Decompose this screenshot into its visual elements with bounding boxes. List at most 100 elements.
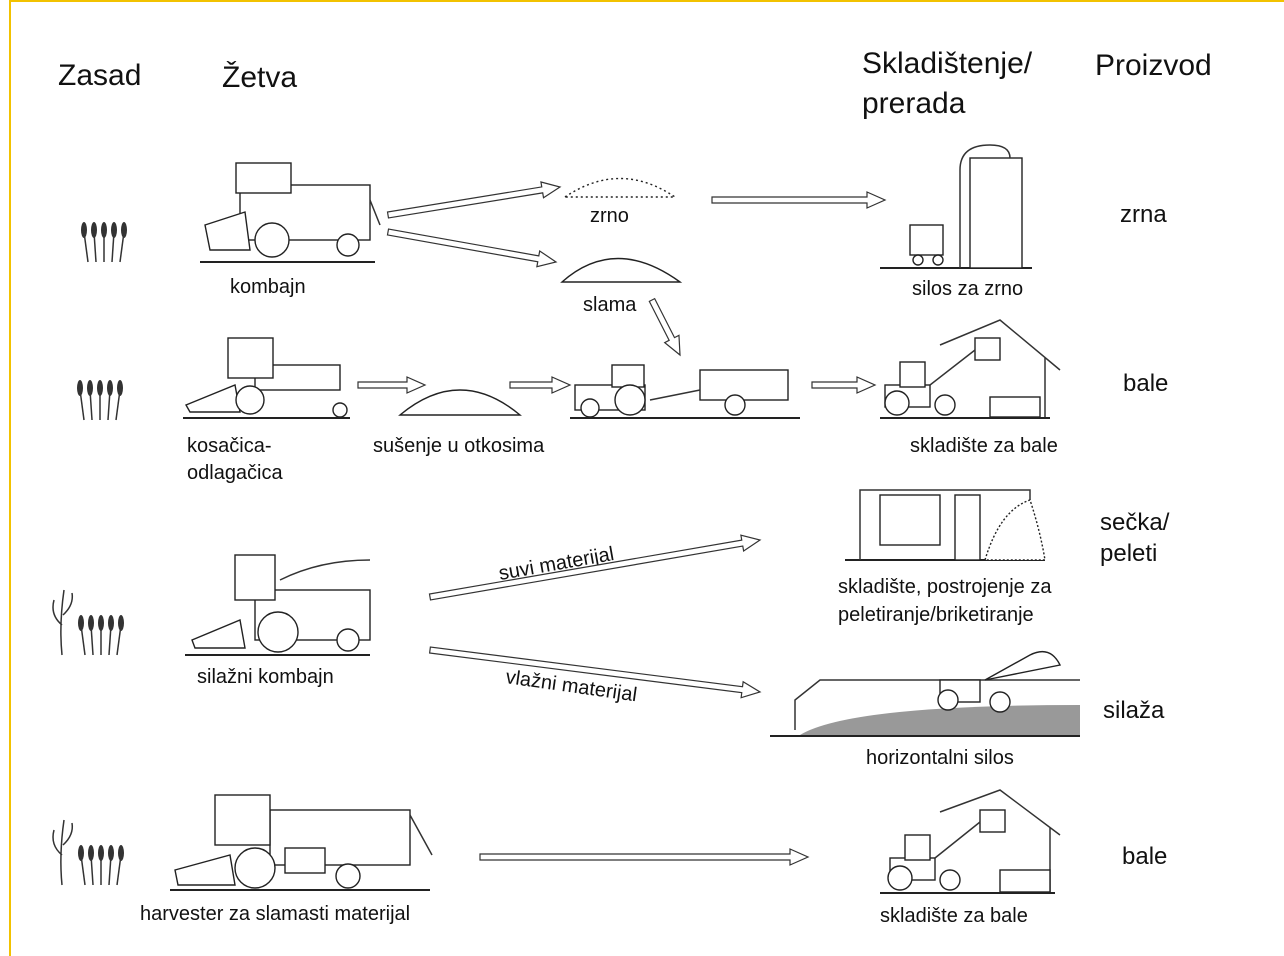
ear	[98, 845, 104, 861]
label: peletiranje/briketiranje	[838, 604, 1034, 626]
headers: Zasad Žetva Skladištenje/ prerada Proizv…	[58, 47, 1212, 120]
label: odlagačica	[187, 462, 284, 484]
mower-icon-part	[184, 384, 241, 413]
bale-storage-icon-part	[934, 394, 956, 416]
forage-harvester-icon-part	[234, 554, 276, 601]
bale-storage-icon-part	[939, 319, 1061, 371]
ear	[98, 615, 104, 631]
ear	[77, 380, 83, 396]
product: zrna	[1120, 201, 1167, 228]
illustrations	[52, 144, 1080, 894]
silo-icon	[880, 144, 1032, 269]
pellet-plant-icon	[845, 489, 1046, 561]
silo-icon-part	[912, 254, 924, 266]
bale-storage-icon-part	[884, 390, 910, 416]
product: silaža	[1103, 697, 1165, 724]
baler-icon-part	[649, 389, 701, 401]
label: skladište, postrojenje za	[838, 576, 1052, 598]
ear	[118, 615, 124, 631]
product: peleti	[1100, 540, 1157, 567]
bunker-silo-icon	[770, 651, 1080, 737]
label: kombajn	[230, 276, 306, 298]
combine-icon-part	[254, 222, 290, 258]
baler-icon-part	[580, 398, 600, 418]
ear	[91, 222, 97, 238]
ear	[78, 615, 84, 631]
bunker-silo-icon-part	[937, 689, 959, 711]
pellet-plant-icon-part	[984, 499, 1046, 561]
bale-storage-icon-part	[887, 865, 913, 891]
combine-icon-part	[369, 199, 381, 226]
ear	[87, 380, 93, 396]
mower-icon-part	[227, 337, 274, 379]
ear	[117, 380, 123, 396]
ear	[108, 615, 114, 631]
baler-icon-part	[611, 364, 645, 388]
straw-harvester-icon-part	[284, 847, 326, 874]
arrow	[357, 376, 427, 394]
label: silos za zrno	[912, 278, 1023, 300]
bale-storage-icon-part	[929, 349, 976, 386]
bale-storage-icon-part	[934, 821, 981, 859]
bale-storage-icon	[880, 789, 1061, 894]
combine-icon-part	[336, 233, 360, 257]
ear	[118, 845, 124, 861]
bunker-silo-icon-part	[984, 651, 1062, 681]
combine-icon	[200, 162, 381, 263]
silo-icon-part	[959, 144, 1011, 268]
ear	[107, 380, 113, 396]
forage-harvester-icon-part	[336, 628, 360, 652]
label: skladište za bale	[910, 435, 1058, 457]
ear	[108, 845, 114, 861]
forage-harvester-icon-part	[279, 559, 371, 581]
straw-harvester-icon-part	[174, 854, 236, 886]
label: silažni kombajn	[197, 666, 334, 688]
header: Proizvod	[1095, 49, 1212, 82]
crops	[52, 222, 127, 886]
label: skladište za bale	[880, 905, 1028, 927]
ear	[81, 222, 87, 238]
forage-harvester-icon-part	[257, 611, 299, 653]
header: Žetva	[222, 61, 297, 94]
bale-storage-icon-part	[899, 361, 926, 388]
header: Zasad	[58, 59, 141, 92]
bale-storage-icon-part	[939, 789, 1061, 836]
mower-icon	[183, 337, 350, 419]
straw-harvester-icon-part	[335, 863, 361, 889]
label: slama	[583, 294, 637, 316]
pellet-plant-icon-part	[954, 494, 981, 561]
label: zrno	[590, 205, 629, 227]
ear	[111, 222, 117, 238]
combine-icon-part	[235, 162, 292, 194]
arrows	[357, 181, 887, 866]
silo-icon-part	[909, 224, 944, 256]
ear	[101, 222, 107, 238]
maize	[52, 819, 74, 886]
ear	[97, 380, 103, 396]
bale-storage-icon-part	[974, 337, 1001, 361]
arrow	[509, 376, 572, 394]
combine-icon-part	[204, 211, 251, 251]
straw-harvester-icon-part	[234, 847, 276, 889]
arrow	[386, 228, 558, 268]
ear	[78, 845, 84, 861]
grain-icon	[562, 177, 678, 198]
arrow	[648, 297, 681, 357]
bale-storage-icon	[880, 319, 1061, 419]
straw-icon	[560, 257, 683, 283]
header: prerada	[862, 87, 966, 120]
ear	[88, 615, 94, 631]
arrow	[479, 848, 810, 866]
forage-harvester-icon-part	[191, 619, 246, 649]
baler-icon	[570, 364, 800, 419]
product: bale	[1123, 370, 1168, 397]
ear	[121, 222, 127, 238]
bale-storage-icon-part	[979, 809, 1006, 833]
pellet-plant-icon-part	[879, 494, 941, 546]
products: zrna bale sečka/ peleti silaža bale	[1100, 201, 1170, 870]
product: bale	[1122, 843, 1167, 870]
bale-storage-icon-part	[904, 834, 931, 861]
ear	[88, 845, 94, 861]
label: sušenje u otkosima	[373, 435, 545, 457]
